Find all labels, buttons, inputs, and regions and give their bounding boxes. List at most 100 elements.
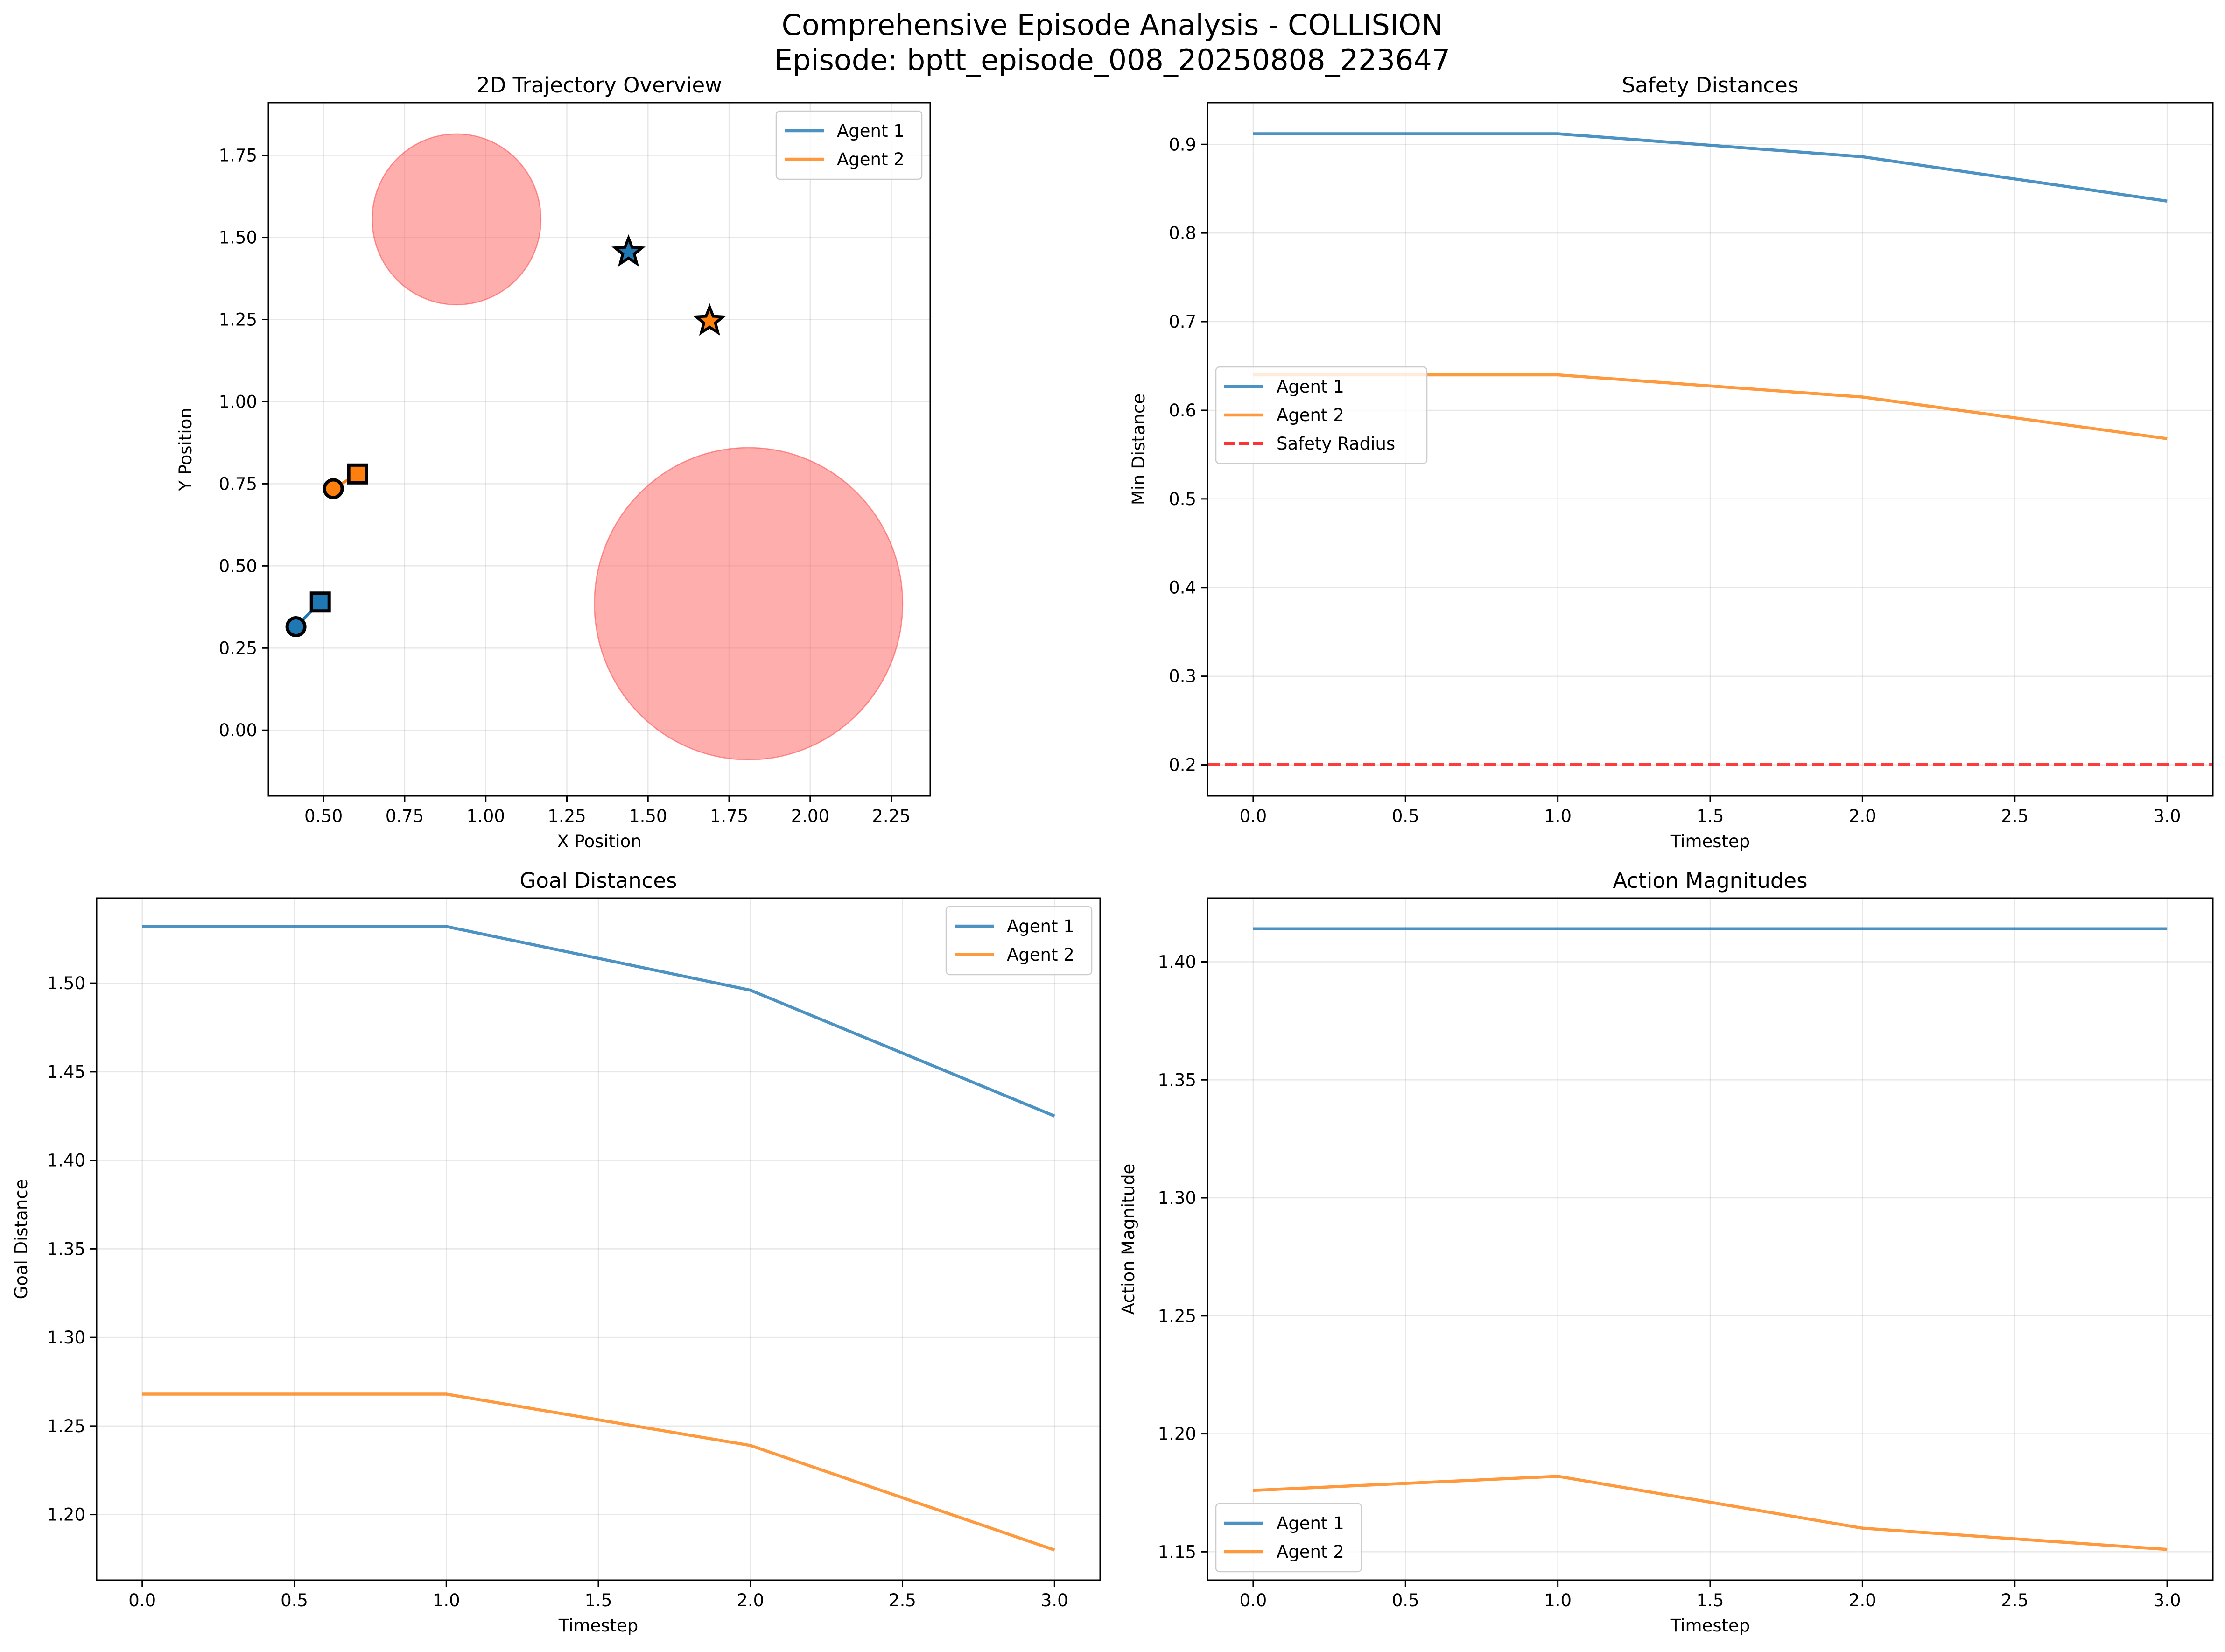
- legend: Agent 1 Agent 2: [1215, 1503, 1362, 1573]
- x-tick-label: 2.0: [1849, 1590, 1876, 1610]
- y-tick-label: 1.25: [47, 1416, 85, 1436]
- x-tick-label: 1.5: [585, 1590, 612, 1610]
- y-tick-label: 1.35: [47, 1239, 85, 1259]
- plot-frame: [267, 102, 931, 797]
- y-tick-label: 1.30: [1158, 1188, 1196, 1208]
- start-marker-agent-2: [323, 478, 344, 499]
- x-tick-label: 1.0: [1544, 806, 1572, 826]
- y-tick-label: 1.25: [219, 310, 257, 330]
- y-tick-label: 0.2: [1169, 755, 1196, 775]
- y-axis-label: Action Magnitude: [1118, 1164, 1138, 1315]
- x-tick-label: 1.5: [1697, 1590, 1724, 1610]
- legend: Agent 1 Agent 2: [775, 110, 923, 180]
- goal-marker-agent-1: [611, 234, 646, 267]
- x-axis-label: X Position: [557, 831, 641, 851]
- y-tick-label: 1.40: [1158, 952, 1196, 972]
- legend-label: Agent 2: [837, 149, 905, 169]
- x-axis-label: Timestep: [1670, 1616, 1750, 1636]
- legend-label: Agent 2: [1277, 1542, 1344, 1562]
- legend-label: Agent 1: [1277, 1513, 1344, 1533]
- legend-label: Agent 1: [1277, 377, 1344, 397]
- legend-box: [945, 906, 1093, 976]
- y-axis-label: Min Distance: [1129, 394, 1149, 505]
- goal-marker-agent-2: [692, 303, 727, 336]
- x-tick-label: 3.0: [1041, 1590, 1068, 1610]
- x-tick-label: 0.5: [1392, 806, 1419, 826]
- y-tick-label: 0.3: [1169, 667, 1196, 687]
- y-tick-label: 1.45: [47, 1062, 85, 1082]
- x-tick-label: 2.25: [872, 806, 910, 826]
- y-tick-label: 0.5: [1169, 489, 1196, 509]
- y-tick-label: 1.75: [219, 146, 257, 166]
- x-tick-label: 2.5: [889, 1590, 916, 1610]
- legend-label: Agent 1: [837, 121, 905, 141]
- y-axis-label: Goal Distance: [11, 1179, 31, 1300]
- plot-area: [142, 925, 1055, 1552]
- x-tick-label: 1.0: [433, 1590, 460, 1610]
- current-marker-agent-1: [309, 591, 331, 613]
- start-marker-agent-1: [285, 616, 307, 638]
- x-axis-label: Timestep: [1670, 831, 1750, 851]
- y-tick-label: 1.00: [219, 392, 257, 412]
- chart-title: 2D Trajectory Overview: [477, 73, 722, 98]
- x-axis-label: Timestep: [558, 1616, 639, 1636]
- legend-label: Agent 2: [1277, 405, 1344, 425]
- legend-box: [775, 110, 923, 180]
- x-tick-label: 1.0: [1544, 1590, 1572, 1610]
- obstacle-1: [372, 133, 542, 306]
- x-tick-label: 0.0: [1239, 1590, 1267, 1610]
- legend-label: Safety Radius: [1277, 434, 1395, 454]
- chart-trajectory: 0.50 0.75 1.00 1.25 1.50 1.75 2.00 2.25 0.00 0.25…: [175, 73, 931, 851]
- y-tick-label: 0.9: [1169, 134, 1196, 155]
- y-tick-label: 1.20: [47, 1505, 85, 1525]
- x-tick-label: 0.5: [281, 1590, 308, 1610]
- y-tick-label: 0.25: [219, 638, 257, 658]
- figure-title-line1: Comprehensive Episode Analysis - COLLISI…: [782, 8, 1443, 42]
- legend-label: Agent 2: [1007, 945, 1074, 965]
- series-line-agent-1: [1253, 132, 2168, 203]
- y-tick-label: 1.20: [1158, 1424, 1196, 1444]
- legend: Agent 1 Agent 2 Safety Radius: [1215, 366, 1428, 464]
- x-tick-label: 0.0: [1239, 806, 1267, 826]
- y-tick-label: 0.4: [1169, 578, 1196, 598]
- charts-container: 0.50 0.75 1.00 1.25 1.50 1.75 2.00 2.25 0.00 0.25…: [11, 73, 2214, 1636]
- chart-goal: 0.0 0.5 1.0 1.5 2.0 2.5 3.0 1.20 1.25 1.30 1.35 1.4…: [11, 868, 1101, 1636]
- y-tick-label: 0.8: [1169, 223, 1196, 243]
- y-tick-label: 1.30: [47, 1328, 85, 1348]
- y-tick-label: 1.15: [1158, 1542, 1196, 1562]
- obstacle-2: [594, 447, 904, 760]
- legend: Agent 1 Agent 2: [945, 906, 1093, 976]
- x-tick-label: 2.5: [2001, 806, 2028, 826]
- y-tick-label: 1.50: [219, 228, 257, 248]
- x-tick-label: 1.5: [1697, 806, 1724, 826]
- y-tick-label: 0.00: [219, 720, 257, 740]
- x-tick-label: 1.25: [547, 806, 586, 826]
- chart-title: Goal Distances: [520, 868, 677, 893]
- plot-area: [285, 133, 904, 760]
- chart-title: Safety Distances: [1622, 73, 1798, 98]
- x-tick-label: 0.0: [128, 1590, 156, 1610]
- x-tick-label: 0.75: [386, 806, 424, 826]
- series-line-agent-2: [1253, 1475, 2168, 1551]
- y-tick-label: 0.50: [219, 556, 257, 576]
- current-marker-agent-2: [347, 463, 368, 485]
- x-tick-label: 1.50: [629, 806, 667, 826]
- series-line-agent-2: [142, 1392, 1055, 1552]
- figure-title-line2: Episode: bptt_episode_008_20250808_22364…: [774, 43, 1450, 77]
- y-tick-label: 1.50: [47, 973, 85, 993]
- plot-area: [1253, 927, 2168, 1551]
- chart-action: 0.0 0.5 1.0 1.5 2.0 2.5 3.0 1.15 1.20 1.25 1.30 1.3…: [1118, 868, 2214, 1636]
- y-tick-label: 0.7: [1169, 312, 1196, 332]
- x-tick-label: 2.00: [791, 806, 829, 826]
- x-tick-label: 2.5: [2001, 1590, 2028, 1610]
- x-tick-label: 0.5: [1392, 1590, 1419, 1610]
- x-tick-label: 0.50: [304, 806, 343, 826]
- y-tick-label: 0.6: [1169, 401, 1196, 421]
- y-tick-label: 0.75: [219, 474, 257, 494]
- chart-safety: 0.0 0.5 1.0 1.5 2.0 2.5 3.0 0.2 0.3 0.4 0.5 0.6 0.7 0…: [1129, 73, 2214, 851]
- legend-label: Agent 1: [1007, 916, 1074, 936]
- y-tick-label: 1.35: [1158, 1070, 1196, 1090]
- x-tick-label: 2.0: [737, 1590, 764, 1610]
